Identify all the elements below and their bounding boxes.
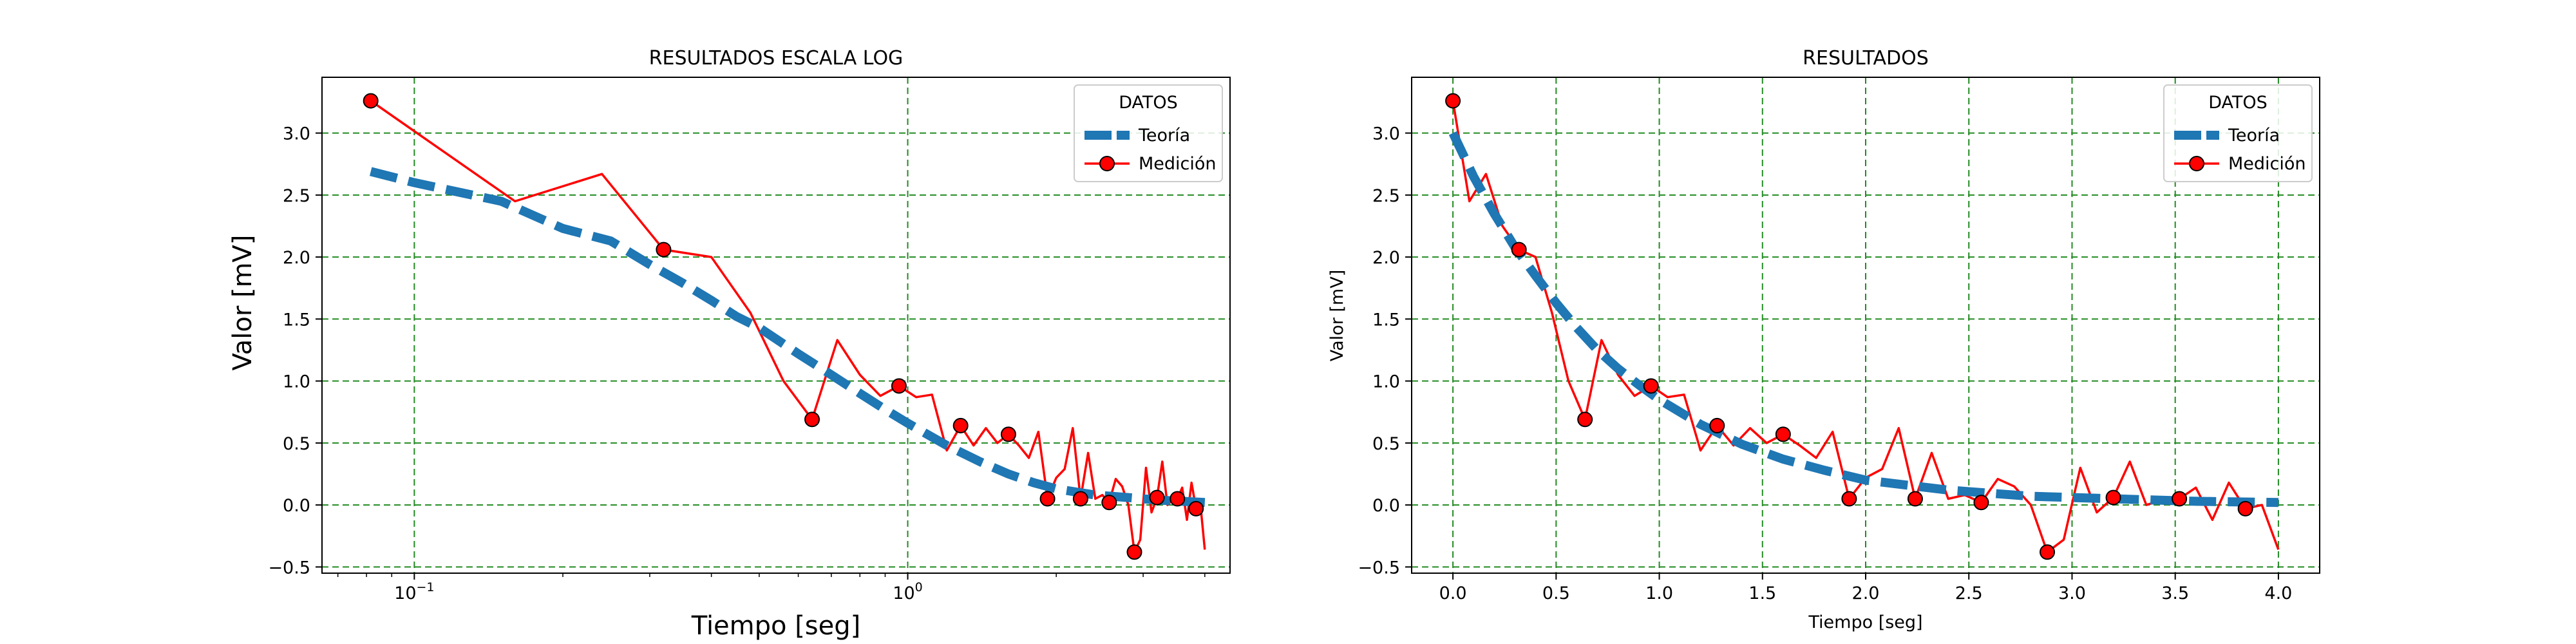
measurement-marker	[1188, 500, 1204, 516]
y-tick-label: 2.5	[283, 186, 310, 206]
legend: DATOS Teoría Medición	[2163, 84, 2313, 182]
y-tick-label: 1.0	[1372, 372, 1400, 392]
y-tick-label: 0.5	[283, 434, 310, 454]
plot-frame	[321, 77, 1231, 574]
measurement-marker	[1511, 242, 1527, 258]
legend-label-theory: Teoría	[2228, 126, 2280, 146]
x-tick-label: 1.5	[1748, 583, 1776, 603]
x-axis-label: Tiempo [seg]	[1808, 612, 1922, 632]
y-axis-label: Valor [mV]	[1327, 270, 1347, 361]
measurement-marker	[2237, 500, 2253, 516]
y-tick-label: 1.0	[283, 372, 310, 392]
measurement-marker	[891, 378, 907, 394]
measurement-marker	[1126, 544, 1142, 560]
x-tick-label: 0.5	[1542, 583, 1570, 603]
measurement-marker	[1907, 491, 1923, 507]
y-tick-label: 0.0	[1372, 496, 1400, 516]
linear-scale-panel: RESULTADOS Tiempo [seg] Valor [mV] −0.5 0…	[1327, 47, 2320, 632]
x-axis-label: Tiempo [seg]	[691, 611, 861, 641]
measurement-marker	[952, 417, 969, 433]
measurement-marker	[2040, 544, 2055, 560]
chart-title: RESULTADOS	[1803, 47, 1929, 70]
y-tick-label: 1.5	[283, 310, 310, 330]
y-tick-label: 3.0	[283, 124, 310, 144]
legend: DATOS Teoría Medición	[1074, 84, 1223, 182]
y-tick-label: −0.5	[1358, 558, 1400, 578]
legend-title: DATOS	[2208, 93, 2268, 113]
x-tick-label: 1.0	[1645, 583, 1673, 603]
measurement-marker	[1170, 491, 1186, 507]
axis-ticks: −0.5 0.0 0.5 1.0 1.5 2.0 2.5 3.0 10−1 100	[268, 124, 1206, 603]
y-tick-label: −0.5	[268, 558, 310, 578]
x-tick-label: 2.0	[1852, 583, 1880, 603]
measurement-marker	[1775, 426, 1791, 442]
legend-marker-measurement	[1099, 156, 1115, 171]
y-tick-label: 2.0	[1372, 248, 1400, 268]
measurement-marker	[1039, 491, 1056, 507]
y-tick-label: 0.0	[283, 496, 310, 516]
legend-marker-measurement	[2189, 156, 2204, 171]
y-tick-label: 2.5	[1372, 186, 1400, 206]
legend-title: DATOS	[1119, 93, 1178, 113]
measurement-marker	[2172, 491, 2188, 507]
measurement-marker	[1841, 491, 1857, 507]
measurement-marker	[1445, 93, 1461, 109]
x-tick-label: 100	[893, 580, 922, 603]
measurement-marker	[1072, 491, 1088, 507]
y-tick-label: 0.5	[1372, 434, 1400, 454]
x-tick-label: 4.0	[2264, 583, 2292, 603]
data-layer	[1445, 93, 2280, 560]
measurement-marker	[804, 412, 820, 428]
data-layer	[363, 93, 1206, 560]
legend-label-measurement: Medición	[1139, 154, 1217, 174]
legend-label-theory: Teoría	[1138, 126, 1190, 146]
measurement-marker	[1577, 412, 1593, 428]
measurement-marker	[1709, 417, 1725, 433]
measurement-marker	[1973, 495, 1989, 511]
x-tick-label: 3.0	[2058, 583, 2086, 603]
grid	[1412, 77, 2320, 573]
measurement-marker	[363, 93, 379, 109]
measurement-marker	[656, 242, 672, 258]
measurement-marker	[1643, 378, 1659, 394]
y-tick-label: 3.0	[1372, 124, 1400, 144]
measurement-marker	[1101, 495, 1117, 511]
y-tick-label: 1.5	[1372, 310, 1400, 330]
measurement-marker	[1000, 426, 1016, 442]
x-tick-label: 2.5	[1955, 583, 1983, 603]
x-tick-label: 0.0	[1439, 583, 1467, 603]
log-scale-panel: RESULTADOS ESCALA LOG Tiempo [seg] Valor…	[228, 47, 1231, 641]
chart-title: RESULTADOS ESCALA LOG	[649, 47, 904, 70]
legend-label-measurement: Medición	[2228, 154, 2306, 174]
y-tick-label: 2.0	[283, 248, 310, 268]
measurement-marker	[1149, 489, 1165, 506]
axis-ticks: −0.5 0.0 0.5 1.0 1.5 2.0 2.5 3.0 0.0 0.5 1.0 1.5 2.0…	[1358, 124, 2292, 603]
x-tick-label: 10−1	[394, 580, 434, 603]
theory-line	[369, 167, 1206, 507]
y-axis-label: Valor [mV]	[228, 234, 258, 370]
x-tick-label: 3.5	[2161, 583, 2189, 603]
measurement-marker	[2105, 489, 2121, 506]
